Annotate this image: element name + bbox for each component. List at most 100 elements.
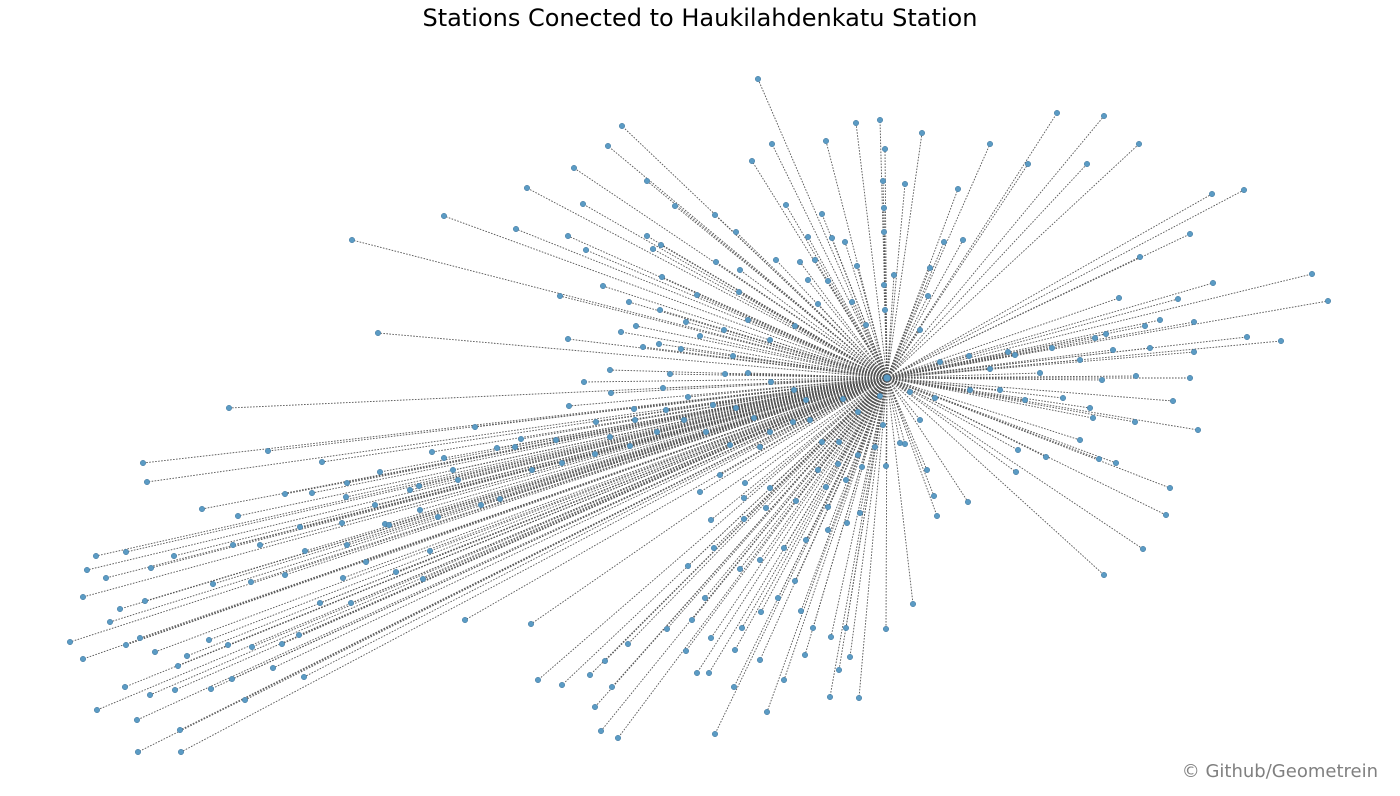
edge [783,377,888,681]
edge [573,167,888,379]
station-node [1156,317,1163,324]
station-node [654,429,661,436]
station-node [602,658,609,665]
station-node [877,393,884,400]
station-node [745,317,752,324]
edge [443,215,888,379]
edge [526,187,888,379]
station-node [512,444,519,451]
edge [125,377,888,553]
edge [837,377,888,465]
station-node [1186,230,1193,237]
station-node [767,337,774,344]
station-node [755,75,762,82]
station-node [607,434,614,441]
station-node [827,694,834,701]
edge [321,377,888,463]
station-node [803,397,810,404]
station-node [121,684,128,691]
edge [886,298,1179,379]
station-node [1174,296,1181,303]
station-node [92,553,99,560]
station-node [608,390,615,397]
station-node [650,245,657,252]
station-node [557,293,564,300]
station-node [805,277,812,284]
edge [769,377,888,433]
station-node [881,282,888,289]
edge [520,377,888,440]
edge [886,377,936,399]
station-node [751,415,758,422]
edge [739,269,888,379]
edge [723,329,888,379]
station-node [768,379,775,386]
station-node [681,417,688,424]
station-node [697,333,704,340]
station-node [721,327,728,334]
edge [499,377,888,500]
station-node [427,548,434,555]
edge [179,377,888,731]
edge [691,377,888,621]
edge [351,239,888,379]
edge [642,346,888,379]
station-node [134,749,141,756]
station-node [757,444,764,451]
edge [849,377,888,658]
station-node [708,635,715,642]
station-node [450,467,457,474]
station-node [1013,469,1020,476]
station-node [626,299,633,306]
edge [886,377,1136,423]
edge [729,377,888,446]
station-node [790,419,797,426]
station-node [960,236,967,243]
station-node [416,483,423,490]
station-node [712,211,719,218]
station-node [133,717,140,724]
edge [886,377,1100,460]
station-node [917,327,924,334]
station-node [793,498,800,505]
station-node [587,672,594,679]
station-node [855,452,862,459]
station-node [934,513,941,520]
station-node [1022,397,1029,404]
edge [844,241,888,379]
edge [757,78,888,379]
station-node [1005,349,1012,356]
station-node [607,367,614,374]
station-node [644,177,651,184]
station-node [955,185,962,192]
edge [496,377,888,449]
station-node [722,371,729,378]
station-node [494,445,501,452]
station-node [659,274,666,281]
edge [559,295,888,379]
station-node [932,395,939,402]
edge [627,377,888,645]
edge [886,282,1214,379]
edge [856,265,888,379]
station-node [987,366,994,373]
edge [125,377,888,646]
station-node [1277,338,1284,345]
station-node [66,639,73,646]
station-node [685,563,692,570]
station-node [775,595,782,602]
edge [886,143,1140,379]
station-node [170,553,177,560]
edge [882,377,888,426]
edge [674,205,888,379]
station-node [825,527,832,534]
station-node [301,674,308,681]
station-node [783,201,790,208]
station-node [757,657,764,664]
station-node [1100,572,1107,579]
station-node [805,233,812,240]
station-node [209,581,216,588]
station-node [927,265,934,272]
station-node [792,323,799,330]
station-node [302,548,309,555]
